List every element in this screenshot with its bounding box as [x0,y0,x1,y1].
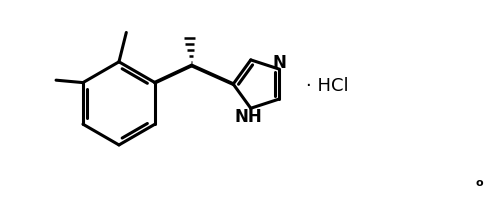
Text: · HCl: · HCl [306,77,348,95]
Text: o: o [475,177,482,188]
Text: NH: NH [234,108,262,126]
Text: N: N [272,54,286,72]
